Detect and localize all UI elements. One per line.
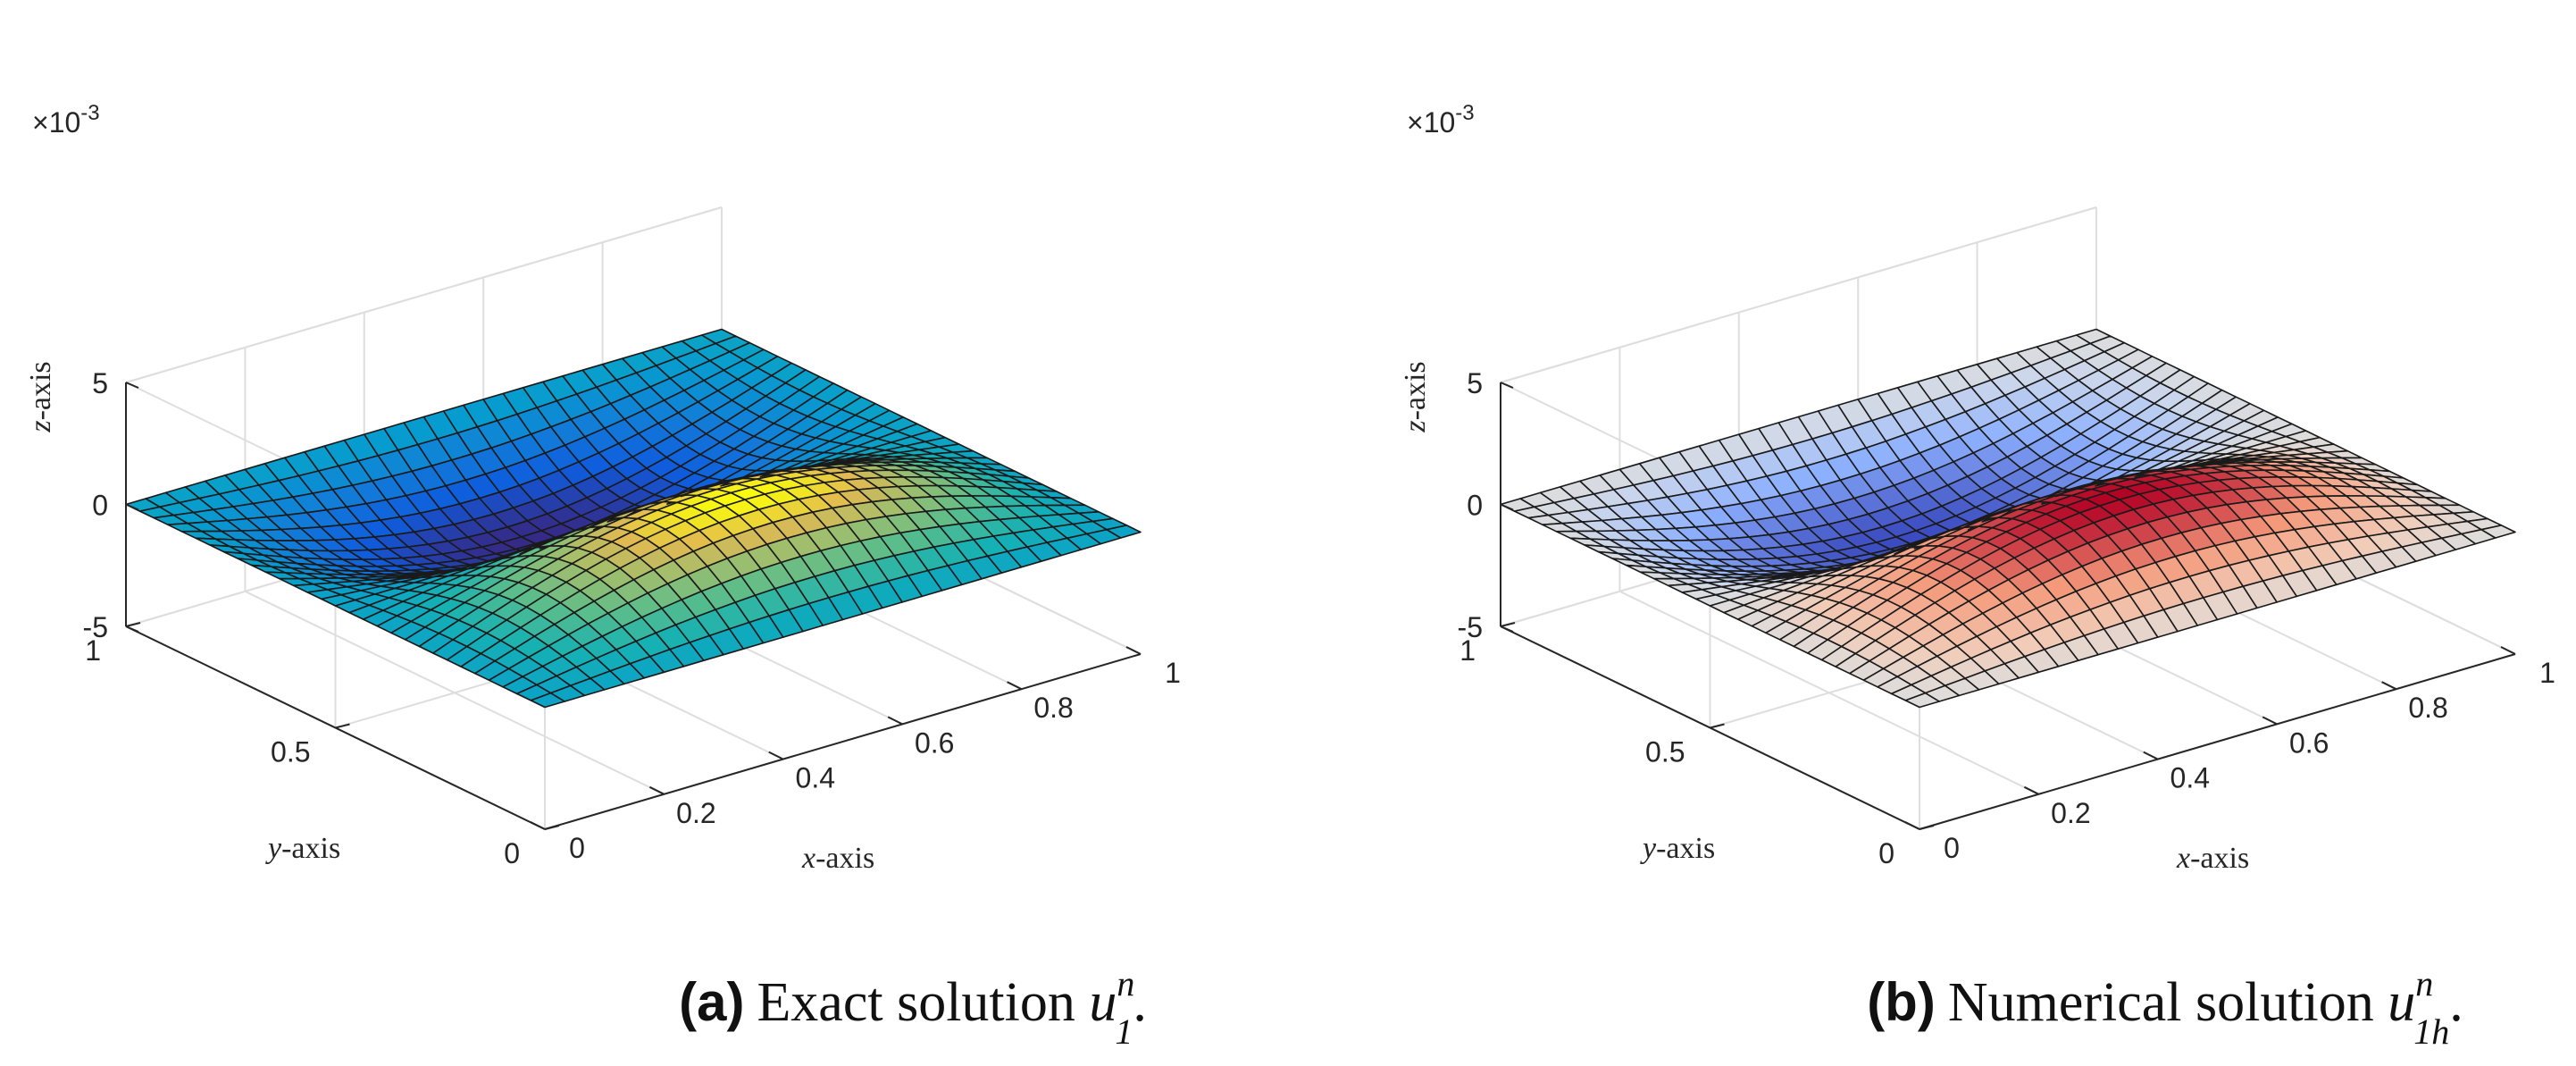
y-tick-label: 1 xyxy=(85,634,101,667)
z-tick-mark xyxy=(125,503,139,511)
x-tick-mark xyxy=(887,716,903,726)
x-tick-label: 0.2 xyxy=(676,797,715,829)
x-tick-mark xyxy=(1007,681,1023,691)
panel-b-z-axis-label: z-axis xyxy=(1399,361,1432,432)
panel-b-x-axis-label: x-axis xyxy=(2176,842,2249,875)
panel-a-caption: (a) Exact solution un 1. xyxy=(679,963,1147,1052)
x-tick-label: 0 xyxy=(569,832,585,864)
z-tick-label: 0 xyxy=(1467,490,1483,522)
z-tick-mark xyxy=(1500,625,1514,633)
x-tick-mark xyxy=(768,751,784,760)
x-tick-mark xyxy=(2500,646,2516,655)
x-tick-label: 0.4 xyxy=(2170,762,2210,794)
x-tick-label: 0.8 xyxy=(1033,692,1073,724)
panel-a-axes xyxy=(125,382,1142,830)
panel-b-labels: ×10-3 z-axis y-axis x-axis 0 0.2 0.4 0.6 0.8… xyxy=(1399,101,2555,875)
x-tick-label: 0.4 xyxy=(796,762,835,794)
x-tick-label: 0.6 xyxy=(2289,726,2329,759)
x-tick-mark xyxy=(530,821,546,830)
z-tick-mark xyxy=(125,625,139,633)
z-tick-label: -5 xyxy=(1458,611,1483,643)
x-tick-mark xyxy=(1904,821,1920,830)
backwall-top-edge xyxy=(125,206,723,383)
x-tick-label: 0.2 xyxy=(2051,797,2090,829)
x-tick-label: 1 xyxy=(2539,657,2555,689)
x-tick-mark xyxy=(648,785,665,795)
y-tick-mark xyxy=(335,723,350,729)
x-tick-mark xyxy=(2023,785,2039,795)
backwall-top-edge xyxy=(1500,206,2097,383)
surface-patch xyxy=(2480,525,2516,539)
z-tick-mark xyxy=(1500,382,1514,389)
y-tick-mark xyxy=(1500,622,1516,627)
panel-b-numerical-solution: ×10-3 z-axis y-axis x-axis 0 0.2 0.4 0.6 0.8… xyxy=(1399,101,2555,1052)
panel-b-surface xyxy=(1500,328,2516,709)
z-tick-label: 5 xyxy=(1467,367,1483,399)
y-tick-mark xyxy=(1919,825,1935,830)
z-tick-label: 5 xyxy=(92,367,108,399)
panel-b-y-axis-label: y-axis xyxy=(1640,832,1715,865)
z-tick-mark xyxy=(1500,503,1514,511)
x-tick-mark xyxy=(2143,751,2159,760)
x-tick-label: 0.8 xyxy=(2408,692,2447,724)
y-tick-label: 0 xyxy=(1878,837,1894,869)
y-tick-mark xyxy=(1710,723,1725,729)
y-tick-mark xyxy=(544,825,560,830)
x-axis-line xyxy=(544,653,1142,830)
panel-b-axes xyxy=(1500,382,2516,830)
y-tick-label: 0.5 xyxy=(1645,736,1685,768)
panel-a-exponent-label: ×10-3 xyxy=(32,101,100,138)
x-tick-mark xyxy=(2381,681,2397,691)
x-tick-label: 1 xyxy=(1165,657,1181,689)
panel-a-y-axis-label: y-axis xyxy=(265,832,340,865)
z-tick-label: 0 xyxy=(92,490,108,522)
x-tick-mark xyxy=(1125,646,1142,655)
y-tick-mark xyxy=(125,622,141,627)
panel-a-x-axis-label: x-axis xyxy=(801,842,874,875)
y-tick-label: 0.5 xyxy=(271,736,310,768)
panel-a-surface xyxy=(125,328,1142,709)
y-tick-label: 1 xyxy=(1459,634,1476,667)
z-tick-label: -5 xyxy=(83,611,108,643)
x-tick-mark xyxy=(2262,716,2278,726)
panel-b-exponent-label: ×10-3 xyxy=(1407,101,1475,138)
panel-a-exact-solution: ×10-3 z-axis y-axis x-axis 0 0.2 0.4 0.6 0.8… xyxy=(24,101,1181,1052)
surface-patch xyxy=(1106,525,1142,539)
y-tick-label: 0 xyxy=(504,837,520,869)
x-axis-line xyxy=(1919,653,2516,830)
panel-a-z-axis-label: z-axis xyxy=(24,361,57,432)
x-tick-label: 0 xyxy=(1944,832,1960,864)
x-tick-label: 0.6 xyxy=(915,726,954,759)
panel-b-caption: (b) Numerical solution un 1h. xyxy=(1867,963,2463,1052)
panel-a-labels: ×10-3 z-axis y-axis x-axis 0 0.2 0.4 0.6 0.8… xyxy=(24,101,1181,875)
z-tick-mark xyxy=(125,382,139,389)
